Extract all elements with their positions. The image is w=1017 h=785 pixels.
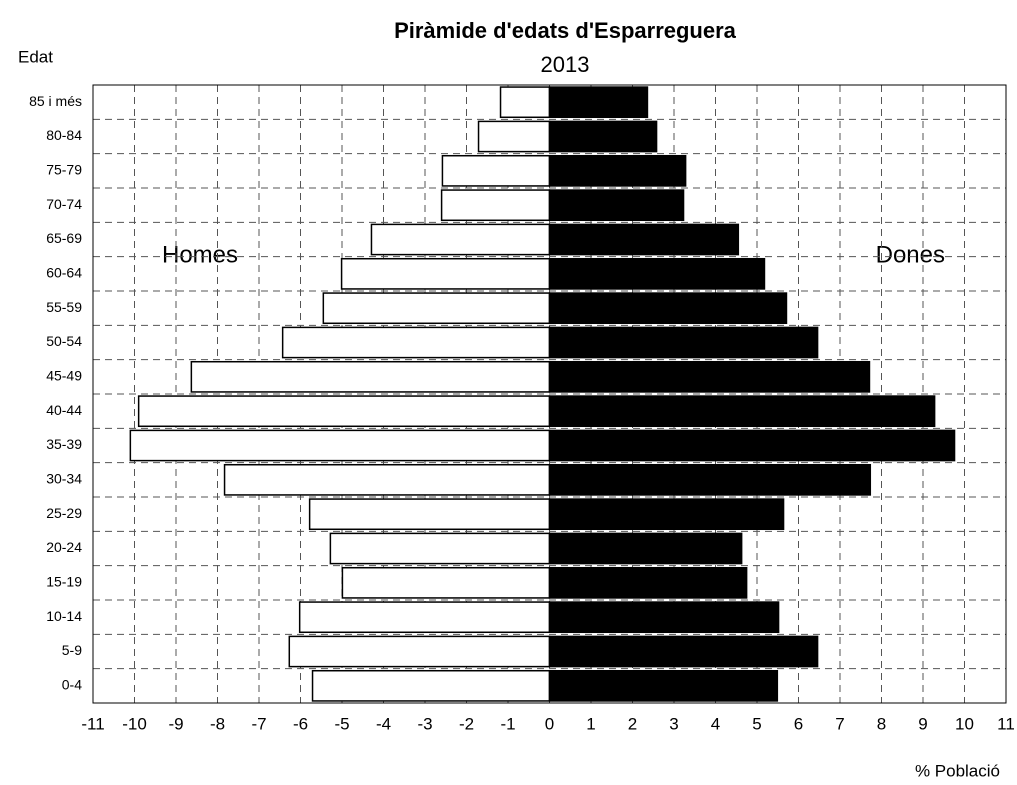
- bar: [137, 395, 551, 428]
- x-tick-label: 6: [794, 714, 803, 733]
- bar: [548, 566, 748, 599]
- bar: [548, 360, 871, 393]
- x-tick-label: -1: [500, 714, 515, 733]
- bar: [548, 326, 819, 359]
- x-tick-label: 8: [877, 714, 886, 733]
- x-tick-label: -6: [293, 714, 308, 733]
- x-tick-label: -8: [210, 714, 225, 733]
- bar: [370, 223, 551, 256]
- bar: [548, 635, 819, 668]
- bar: [548, 257, 766, 290]
- bar: [548, 223, 740, 256]
- bar: [477, 120, 551, 153]
- x-tick-label: 11: [997, 714, 1015, 733]
- bar: [548, 395, 936, 428]
- x-tick-label: 1: [586, 714, 595, 733]
- x-tick-label: 7: [835, 714, 844, 733]
- y-tick-label: 10-14: [46, 608, 82, 624]
- chart-subtitle: 2013: [541, 52, 590, 77]
- x-tick-label: -3: [417, 714, 432, 733]
- y-tick-label: 5-9: [62, 642, 82, 658]
- x-tick-label: 10: [955, 714, 974, 733]
- bar: [548, 120, 658, 153]
- series-label: Dones: [876, 241, 945, 268]
- series-label: Homes: [162, 241, 238, 268]
- bar: [288, 635, 551, 668]
- bar: [548, 669, 779, 702]
- x-tick-label: 9: [918, 714, 927, 733]
- bar: [548, 532, 743, 565]
- bar: [440, 189, 551, 222]
- x-axis-label: % Població: [915, 761, 1000, 780]
- bar: [548, 463, 872, 496]
- x-tick-label: -7: [251, 714, 266, 733]
- bar: [548, 154, 687, 187]
- y-tick-label: 35-39: [46, 436, 82, 452]
- bar: [308, 498, 551, 531]
- bar: [190, 360, 551, 393]
- y-tick-label: 20-24: [46, 539, 82, 555]
- bar: [548, 86, 649, 119]
- bar: [499, 86, 551, 119]
- bar: [223, 463, 551, 496]
- y-tick-label: 60-64: [46, 265, 82, 281]
- y-tick-label: 40-44: [46, 402, 82, 418]
- chart-title: Piràmide d'edats d'Esparreguera: [394, 18, 737, 43]
- y-axis-label: Edat: [18, 47, 53, 66]
- bar: [129, 429, 551, 462]
- bar: [441, 154, 551, 187]
- bar: [548, 429, 956, 462]
- y-tick-label: 45-49: [46, 368, 82, 384]
- bar: [298, 601, 551, 634]
- y-tick-label: 30-34: [46, 471, 82, 487]
- bar: [341, 566, 551, 599]
- x-tick-label: 4: [711, 714, 720, 733]
- y-tick-label: 80-84: [46, 127, 82, 143]
- x-tick-label: 3: [669, 714, 678, 733]
- bar: [281, 326, 551, 359]
- x-tick-label: 0: [545, 714, 554, 733]
- bar: [548, 498, 785, 531]
- y-tick-label: 70-74: [46, 196, 82, 212]
- bar: [548, 601, 780, 634]
- bar: [548, 189, 685, 222]
- bar: [340, 257, 551, 290]
- y-tick-label: 65-69: [46, 230, 82, 246]
- y-tick-label: 15-19: [46, 574, 82, 590]
- y-tick-label: 0-4: [62, 677, 82, 693]
- x-tick-label: 5: [752, 714, 761, 733]
- bar: [322, 292, 551, 325]
- x-tick-label: -4: [376, 714, 391, 733]
- y-tick-label: 50-54: [46, 333, 82, 349]
- bar: [548, 292, 788, 325]
- bar: [311, 669, 551, 702]
- y-tick-label: 25-29: [46, 505, 82, 521]
- x-tick-label: -11: [81, 714, 104, 733]
- x-tick-label: -2: [459, 714, 474, 733]
- x-tick-label: 2: [628, 714, 637, 733]
- x-tick-label: -9: [168, 714, 183, 733]
- x-tick-label: -5: [334, 714, 349, 733]
- plot-frame: [92, 84, 1007, 704]
- y-tick-label: 75-79: [46, 162, 82, 178]
- y-tick-label: 55-59: [46, 299, 82, 315]
- x-tick-label: -10: [122, 714, 147, 733]
- y-tick-label: 85 i més: [29, 93, 82, 109]
- bar: [329, 532, 551, 565]
